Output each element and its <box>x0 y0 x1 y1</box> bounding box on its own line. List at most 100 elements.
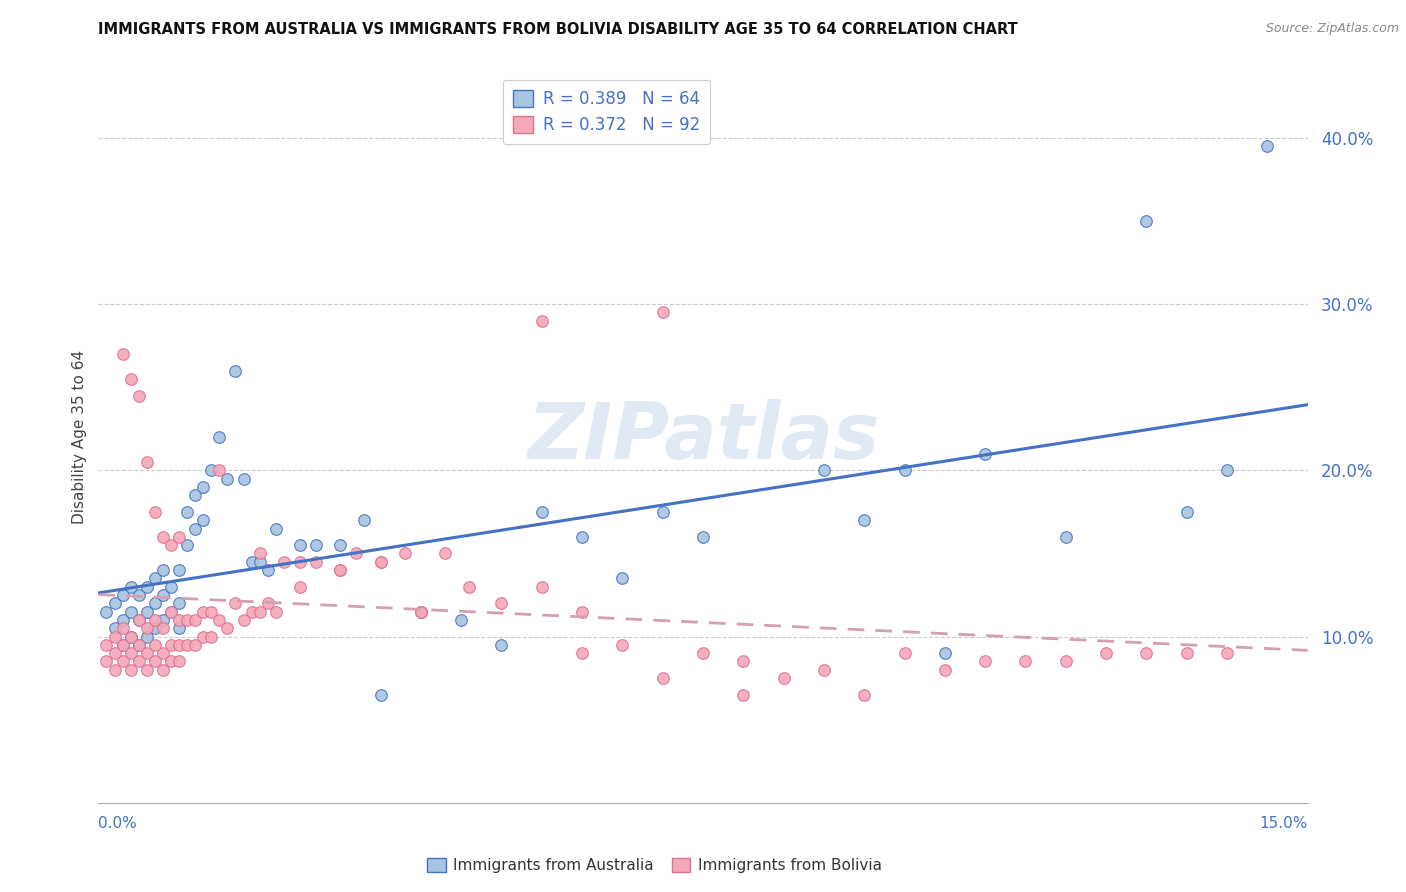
Point <box>176 613 198 627</box>
Point <box>135 663 157 677</box>
Point <box>111 655 134 669</box>
Point <box>772 671 794 685</box>
Point <box>249 555 271 569</box>
Point <box>273 555 295 569</box>
Point <box>111 638 134 652</box>
Point <box>111 347 134 361</box>
Point <box>893 463 915 477</box>
Point <box>692 530 714 544</box>
Point <box>103 621 125 635</box>
Point <box>128 388 150 402</box>
Point <box>184 488 207 502</box>
Point <box>974 447 997 461</box>
Point <box>143 596 166 610</box>
Point <box>288 555 311 569</box>
Point <box>160 655 183 669</box>
Point <box>152 530 174 544</box>
Point <box>853 513 876 527</box>
Point <box>103 663 125 677</box>
Legend: Immigrants from Australia, Immigrants from Bolivia: Immigrants from Australia, Immigrants fr… <box>420 852 889 880</box>
Point <box>167 621 190 635</box>
Point <box>240 605 263 619</box>
Point <box>128 655 150 669</box>
Point <box>571 605 593 619</box>
Point <box>1135 214 1157 228</box>
Point <box>344 546 367 560</box>
Point <box>160 638 183 652</box>
Point <box>208 463 231 477</box>
Point <box>224 363 246 377</box>
Point <box>733 688 755 702</box>
Point <box>288 580 311 594</box>
Point <box>193 630 215 644</box>
Text: Source: ZipAtlas.com: Source: ZipAtlas.com <box>1265 22 1399 36</box>
Point <box>224 596 246 610</box>
Point <box>394 546 416 560</box>
Point <box>176 505 198 519</box>
Point <box>288 538 311 552</box>
Text: IMMIGRANTS FROM AUSTRALIA VS IMMIGRANTS FROM BOLIVIA DISABILITY AGE 35 TO 64 COR: IMMIGRANTS FROM AUSTRALIA VS IMMIGRANTS … <box>98 22 1018 37</box>
Point <box>249 546 271 560</box>
Point <box>111 621 134 635</box>
Point <box>1175 505 1198 519</box>
Point <box>256 563 278 577</box>
Point <box>176 638 198 652</box>
Point <box>120 630 142 644</box>
Point <box>120 372 142 386</box>
Y-axis label: Disability Age 35 to 64: Disability Age 35 to 64 <box>72 350 87 524</box>
Point <box>135 646 157 660</box>
Point <box>152 563 174 577</box>
Point <box>184 613 207 627</box>
Point <box>491 638 513 652</box>
Point <box>305 538 328 552</box>
Point <box>434 546 457 560</box>
Point <box>217 621 239 635</box>
Point <box>651 305 673 319</box>
Point <box>530 505 553 519</box>
Point <box>96 655 118 669</box>
Point <box>853 688 876 702</box>
Point <box>135 605 157 619</box>
Point <box>651 671 673 685</box>
Point <box>240 555 263 569</box>
Point <box>1014 655 1036 669</box>
Point <box>370 688 392 702</box>
Point <box>571 530 593 544</box>
Point <box>120 605 142 619</box>
Point <box>152 613 174 627</box>
Point <box>217 472 239 486</box>
Point <box>193 513 215 527</box>
Point <box>152 646 174 660</box>
Point <box>103 630 125 644</box>
Point <box>160 538 183 552</box>
Point <box>1216 463 1239 477</box>
Point <box>409 605 432 619</box>
Point <box>232 613 254 627</box>
Point <box>208 613 231 627</box>
Point <box>305 555 328 569</box>
Point <box>167 655 190 669</box>
Point <box>143 505 166 519</box>
Point <box>612 571 634 585</box>
Point <box>458 580 481 594</box>
Point <box>612 638 634 652</box>
Point <box>167 638 190 652</box>
Point <box>128 613 150 627</box>
Point <box>256 596 278 610</box>
Point <box>1054 655 1077 669</box>
Point <box>571 646 593 660</box>
Point <box>152 663 174 677</box>
Point <box>143 621 166 635</box>
Point <box>329 563 352 577</box>
Point <box>120 630 142 644</box>
Point <box>409 605 432 619</box>
Point <box>160 605 183 619</box>
Point <box>1216 646 1239 660</box>
Point <box>135 630 157 644</box>
Point <box>530 314 553 328</box>
Point <box>143 571 166 585</box>
Point <box>176 538 198 552</box>
Point <box>200 463 222 477</box>
Point <box>692 646 714 660</box>
Point <box>1175 646 1198 660</box>
